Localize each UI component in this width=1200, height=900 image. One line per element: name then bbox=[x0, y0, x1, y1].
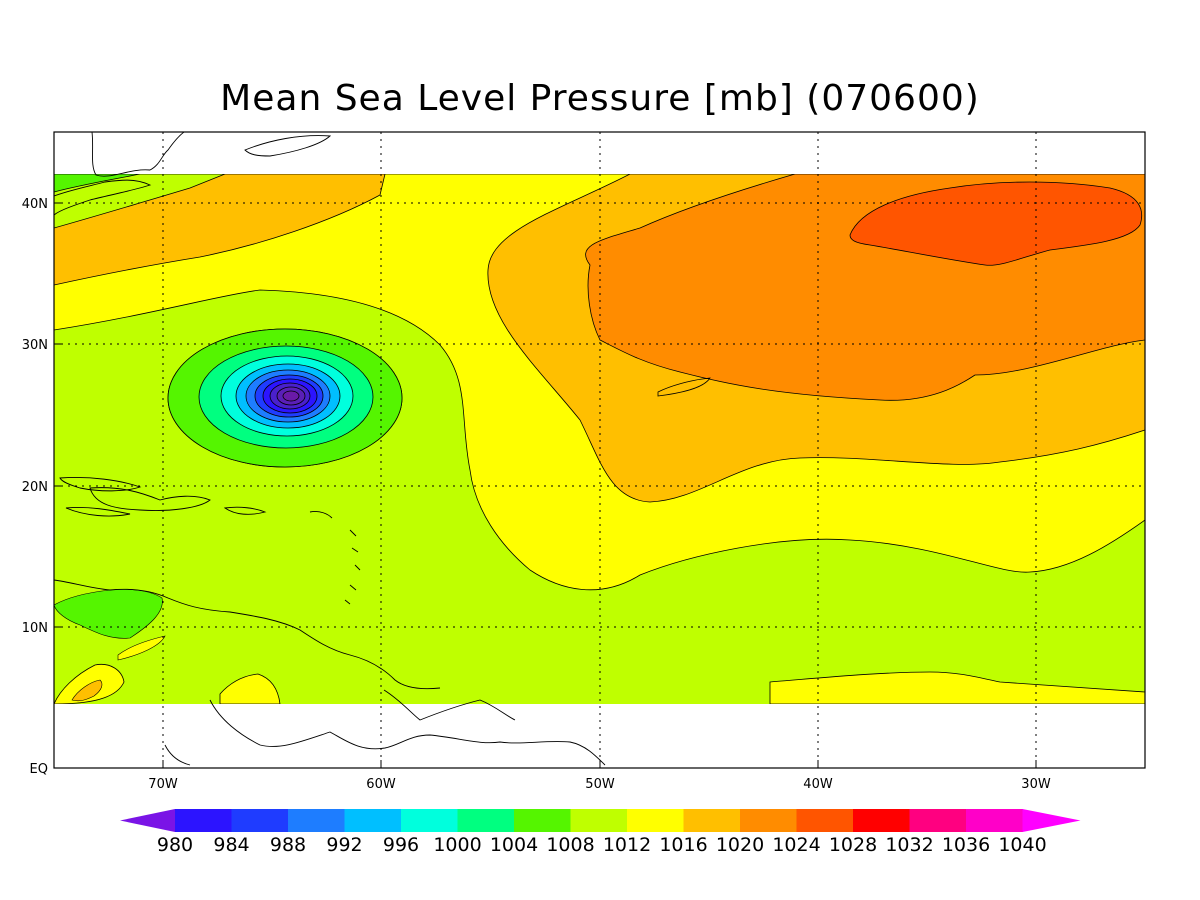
colorbar-label: 1036 bbox=[942, 834, 990, 856]
lon-axis-labels: 70W 60W 50W 40W 30W bbox=[148, 777, 1051, 792]
colorbar-label: 1012 bbox=[603, 834, 651, 856]
band-1008-1012-north bbox=[54, 174, 226, 229]
pressure-field bbox=[54, 174, 1145, 704]
colorbar-label: 1032 bbox=[885, 834, 933, 856]
map-area bbox=[54, 132, 1145, 768]
colorbar-label: 1000 bbox=[433, 834, 481, 856]
colorbar-swatch bbox=[683, 809, 741, 832]
band-1012-1016-south-west bbox=[219, 673, 281, 704]
lat-label-30n: 30N bbox=[22, 338, 48, 353]
lat-label-20n: 20N bbox=[22, 480, 48, 495]
colorbar-label: 984 bbox=[213, 834, 249, 856]
lat-label-10n: 10N bbox=[22, 621, 48, 636]
colorbar-label: 1040 bbox=[998, 834, 1046, 856]
colorbar: 980 984 988 992 996 1000 1004 1008 1012 1016 1020 1… bbox=[120, 809, 1081, 856]
colorbar-swatch bbox=[344, 809, 402, 832]
low-pressure-system bbox=[167, 328, 403, 468]
colorbar-swatch bbox=[627, 809, 684, 832]
band-1004-1008-venezuela bbox=[54, 588, 163, 639]
colorbar-arrow-high bbox=[1022, 809, 1081, 832]
lat-axis-labels: EQ 10N 20N 30N 40N bbox=[22, 197, 48, 777]
colorbar-swatch bbox=[231, 809, 289, 832]
band-1012-1016-south bbox=[769, 671, 1145, 704]
colorbar-swatch bbox=[740, 809, 797, 832]
lon-label-60w: 60W bbox=[366, 777, 396, 792]
lon-label-40w: 40W bbox=[803, 777, 833, 792]
lon-label-50w: 50W bbox=[585, 777, 615, 792]
lat-label-eq: EQ bbox=[30, 762, 48, 777]
colorbar-label: 1028 bbox=[829, 834, 877, 856]
colorbar-swatch bbox=[853, 809, 910, 832]
band-1004-1008-north bbox=[54, 174, 141, 193]
colorbar-swatch bbox=[909, 809, 967, 832]
colorbar-swatch bbox=[796, 809, 854, 832]
colorbar-swatch bbox=[570, 809, 628, 832]
band-1020-1024-island bbox=[657, 377, 711, 397]
colorbar-swatch bbox=[401, 809, 458, 832]
grid-lines bbox=[54, 132, 1145, 768]
colorbar-swatch bbox=[175, 809, 232, 832]
lat-label-40n: 40N bbox=[22, 197, 48, 212]
colorbar-label: 992 bbox=[326, 834, 362, 856]
band-1012-1016-caribbean bbox=[117, 635, 166, 661]
colorbar-label: 1004 bbox=[490, 834, 538, 856]
colorbar-label: 980 bbox=[157, 834, 193, 856]
colorbar-label: 988 bbox=[270, 834, 306, 856]
axis-ticks bbox=[54, 202, 1037, 769]
colorbar-swatch bbox=[514, 809, 571, 832]
coastlines bbox=[54, 132, 606, 766]
lon-label-30w: 30W bbox=[1021, 777, 1051, 792]
colorbar-label: 1016 bbox=[659, 834, 707, 856]
colorbar-swatch bbox=[966, 809, 1023, 832]
colorbar-swatch bbox=[457, 809, 515, 832]
colorbar-label: 1008 bbox=[546, 834, 594, 856]
colorbar-label: 996 bbox=[383, 834, 419, 856]
colorbar-label: 1024 bbox=[772, 834, 820, 856]
colorbar-swatch bbox=[288, 809, 345, 832]
colorbar-arrow-low bbox=[120, 809, 175, 832]
lon-label-70w: 70W bbox=[148, 777, 178, 792]
colorbar-label: 1020 bbox=[716, 834, 764, 856]
chart-title: Mean Sea Level Pressure [mb] (070600) bbox=[220, 78, 980, 119]
band-1016-1020-sw bbox=[71, 679, 103, 702]
